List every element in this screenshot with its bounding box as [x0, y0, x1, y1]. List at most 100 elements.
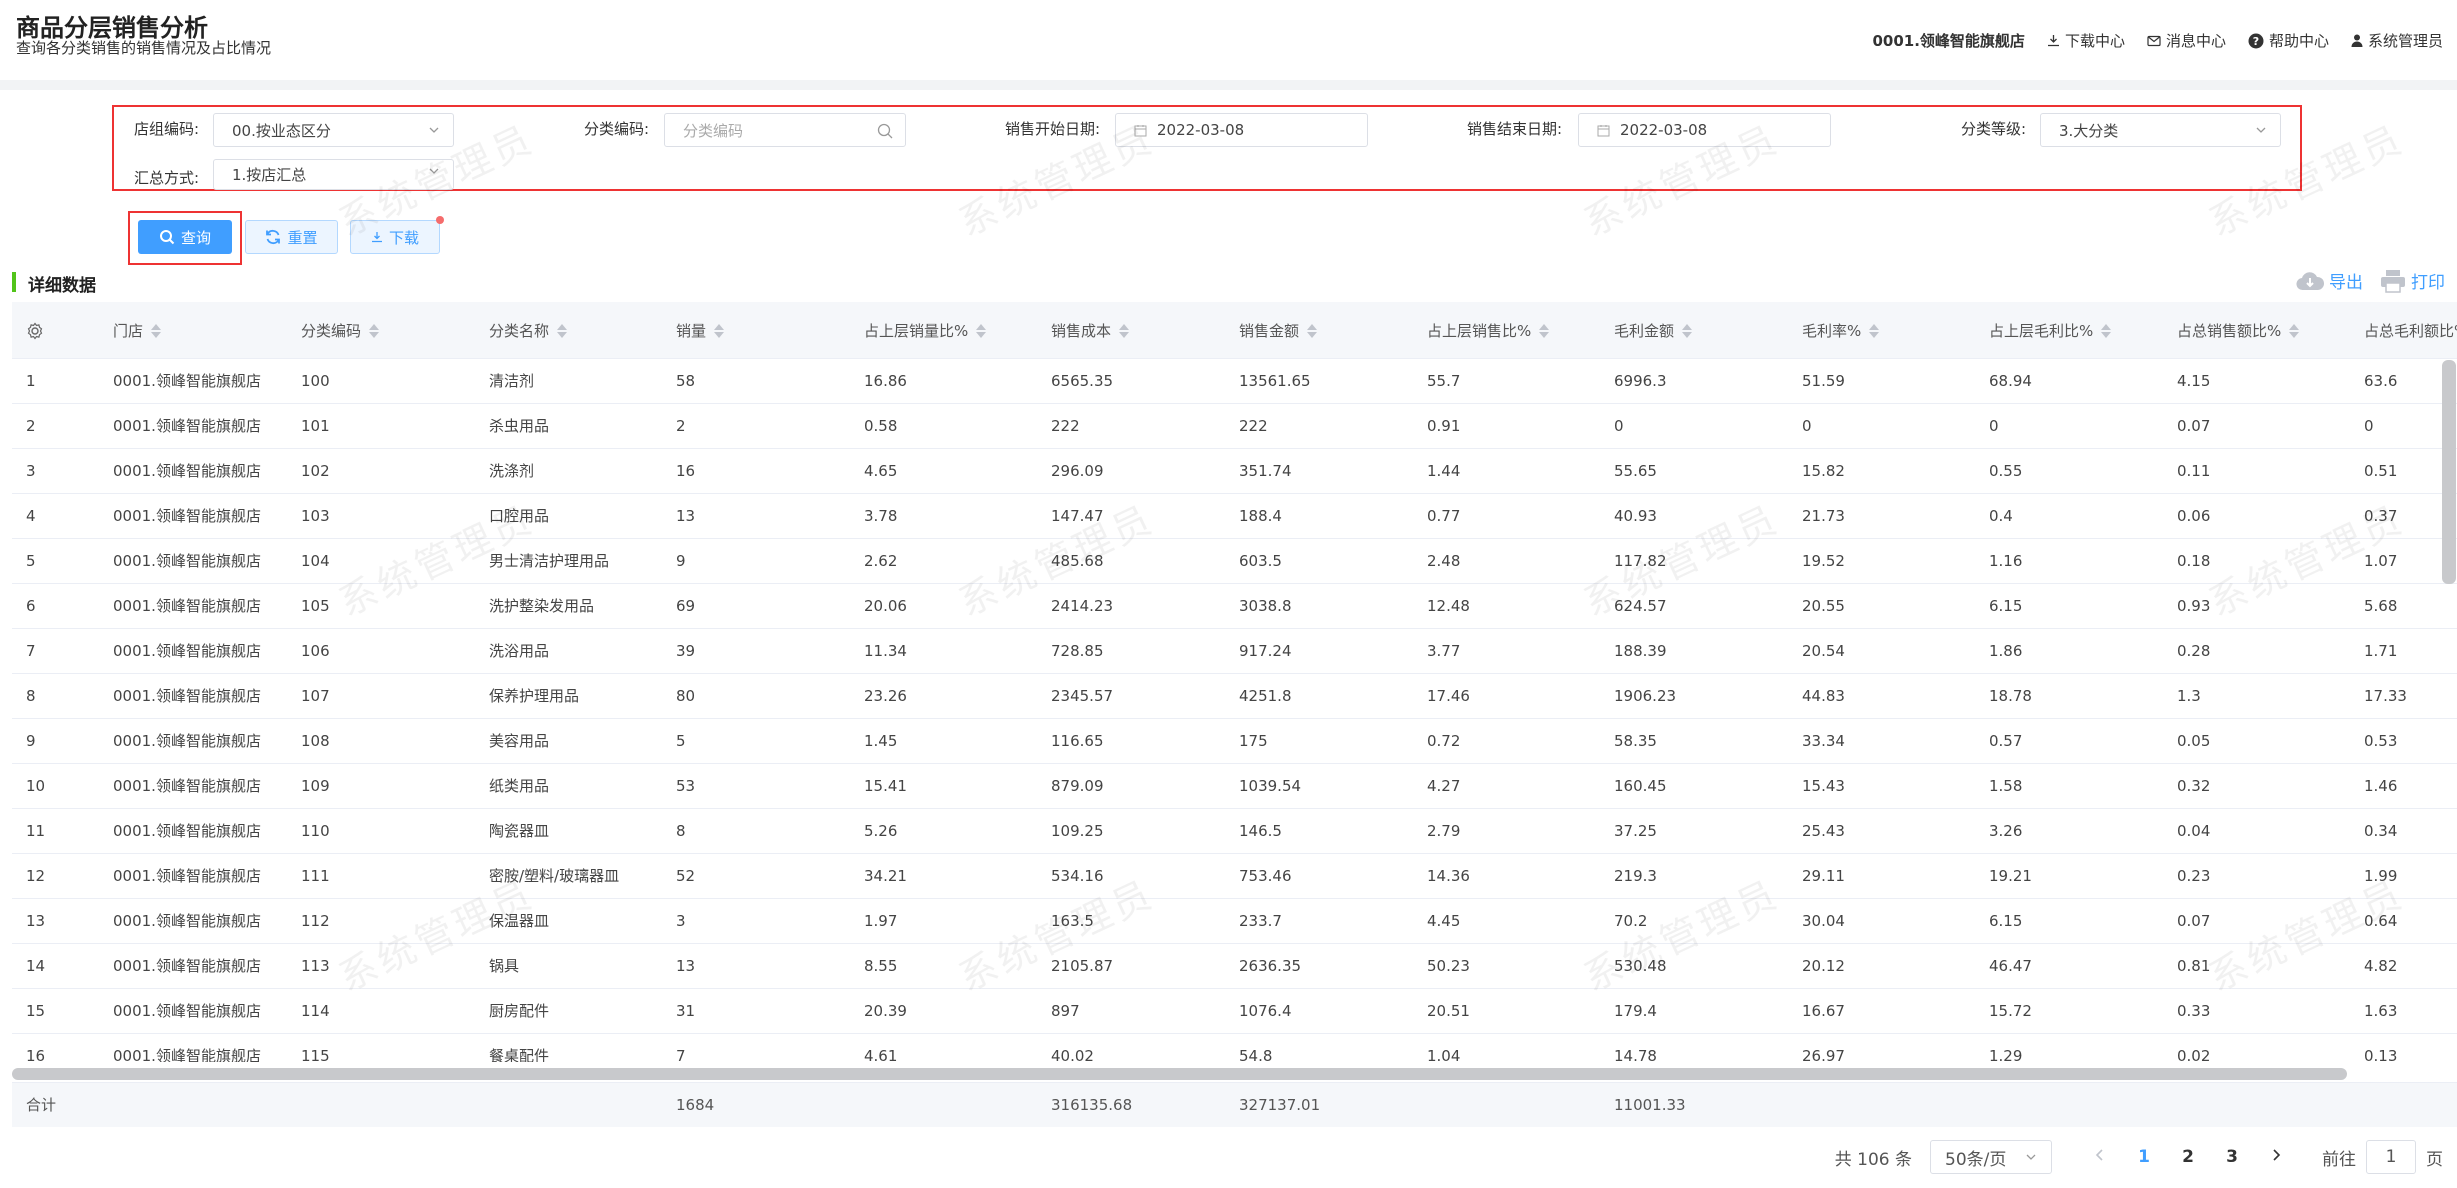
export-button[interactable]: 导出 — [2295, 268, 2363, 293]
column-header-label: 门店 — [113, 322, 144, 340]
sort-icon[interactable] — [557, 323, 568, 338]
table-cell: 14.78 — [1614, 1047, 1657, 1062]
table-row[interactable]: 2 0001.领峰智能旗舰店 101 杀虫用品 2 0.58 222 222 0.91 0 0 0 0.… — [12, 404, 2457, 449]
table-cell: 4251.8 — [1239, 687, 1292, 705]
goto-page-input[interactable]: 1 — [2366, 1140, 2416, 1174]
table-cell: 897 — [1051, 1002, 1080, 1020]
table-row[interactable]: 6 0001.领峰智能旗舰店 105 洗护整染发用品 69 20.06 2414.23 303… — [12, 584, 2457, 629]
sort-icon[interactable] — [1869, 323, 1880, 338]
column-header[interactable]: 占总销售额比% — [2177, 302, 2300, 359]
sort-icon[interactable] — [151, 323, 162, 338]
sort-icon[interactable] — [976, 323, 987, 338]
table-cell: 219.3 — [1614, 867, 1657, 885]
message-center-link[interactable]: 消息中心 — [2147, 30, 2226, 51]
column-header[interactable]: 销售金额 — [1239, 302, 1318, 359]
table-row[interactable]: 12 0001.领峰智能旗舰店 111 密胺/塑料/玻璃器皿 52 34.21 534.16… — [12, 854, 2457, 899]
column-header[interactable]: 分类编码 — [301, 302, 380, 359]
table-row[interactable]: 5 0001.领峰智能旗舰店 104 男士清洁护理用品 9 2.62 485.68 603.5… — [12, 539, 2457, 584]
sort-icon[interactable] — [2289, 323, 2300, 338]
table-row[interactable]: 7 0001.领峰智能旗舰店 106 洗浴用品 39 11.34 728.85 917.24 3… — [12, 629, 2457, 674]
table-row[interactable]: 15 0001.领峰智能旗舰店 114 厨房配件 31 20.39 897 1076.4 20.… — [12, 989, 2457, 1034]
store-group-select[interactable]: 00.按业态区分 — [213, 113, 454, 147]
table-cell: 0.51 — [2364, 462, 2398, 480]
category-level-value: 3.大分类 — [2059, 121, 2119, 140]
user-menu[interactable]: 系统管理员 — [2351, 30, 2443, 51]
next-page-button[interactable] — [2254, 1147, 2298, 1167]
start-date-picker[interactable]: 2022-03-08 — [1115, 113, 1368, 147]
category-code-input[interactable]: 分类编码 — [664, 113, 906, 147]
sort-icon[interactable] — [369, 323, 380, 338]
table-cell: 0001.领峰智能旗舰店 — [113, 1002, 261, 1020]
row-index: 13 — [26, 912, 46, 930]
column-header[interactable]: 占总毛利额比% — [2364, 302, 2457, 359]
end-date-picker[interactable]: 2022-03-08 — [1578, 113, 1831, 147]
horizontal-scrollbar[interactable] — [12, 1068, 2347, 1080]
table-cell: 1.44 — [1427, 462, 1461, 480]
table-row[interactable]: 16 0001.领峰智能旗舰店 115 餐桌配件 7 4.61 40.02 54.8 1.04 1… — [12, 1034, 2457, 1062]
column-header[interactable]: 占上层毛利比% — [1989, 302, 2112, 359]
table-row[interactable]: 4 0001.领峰智能旗舰店 103 口腔用品 13 3.78 147.47 188.4 0.7… — [12, 494, 2457, 539]
table-cell: 5.26 — [864, 822, 898, 840]
sort-icon[interactable] — [1539, 323, 1550, 338]
table-row[interactable]: 13 0001.领峰智能旗舰店 112 保温器皿 3 1.97 163.5 233.7 4.45… — [12, 899, 2457, 944]
print-label: 打印 — [2411, 273, 2445, 293]
table-cell: 112 — [301, 912, 330, 930]
current-store[interactable]: 0001.领峰智能旗舰店 — [1872, 32, 2025, 50]
table-row[interactable]: 3 0001.领峰智能旗舰店 102 洗涤剂 16 4.65 296.09 351.74 1.4… — [12, 449, 2457, 494]
table-cell: 13 — [676, 507, 696, 525]
table-row[interactable]: 11 0001.领峰智能旗舰店 110 陶瓷器皿 8 5.26 109.25 146.5 2.7… — [12, 809, 2457, 854]
download-center-link[interactable]: 下载中心 — [2047, 30, 2125, 51]
table-row[interactable]: 14 0001.领峰智能旗舰店 113 锅具 13 8.55 2105.87 2636.35 5… — [12, 944, 2457, 989]
table-cell: 115 — [301, 1047, 330, 1062]
sort-icon[interactable] — [714, 323, 725, 338]
table-row[interactable]: 1 0001.领峰智能旗舰店 100 清洁剂 58 16.86 6565.35 13561.6… — [12, 359, 2457, 404]
sort-icon[interactable] — [2101, 323, 2112, 338]
page-number-button[interactable]: 2 — [2182, 1147, 2194, 1167]
column-header[interactable]: 销售成本 — [1051, 302, 1130, 359]
row-index: 5 — [26, 552, 36, 570]
column-header[interactable]: 门店 — [113, 302, 162, 359]
column-header[interactable]: 分类名称 — [489, 302, 568, 359]
query-button[interactable]: 查询 — [138, 220, 232, 254]
page-number-button[interactable]: 1 — [2138, 1147, 2150, 1167]
vertical-scrollbar[interactable] — [2442, 360, 2456, 584]
store-group-value: 00.按业态区分 — [232, 121, 331, 140]
help-center-link[interactable]: ? 帮助中心 — [2248, 30, 2329, 51]
table-cell: 19.21 — [1989, 867, 2032, 885]
sort-icon[interactable] — [1682, 323, 1693, 338]
column-header[interactable]: 毛利率% — [1802, 302, 1880, 359]
column-settings-button[interactable] — [26, 302, 44, 359]
reset-button[interactable]: 重置 — [245, 220, 338, 254]
table-cell: 534.16 — [1051, 867, 1104, 885]
table-cell: 锅具 — [489, 957, 520, 975]
table-cell: 20.55 — [1802, 597, 1845, 615]
table-cell: 188.4 — [1239, 507, 1282, 525]
category-level-select[interactable]: 3.大分类 — [2040, 113, 2281, 147]
table-row[interactable]: 9 0001.领峰智能旗舰店 108 美容用品 5 1.45 116.65 175 0.72 58… — [12, 719, 2457, 764]
table-cell: 63.6 — [2364, 372, 2398, 390]
table-cell: 58.35 — [1614, 732, 1657, 750]
table-cell: 351.74 — [1239, 462, 1292, 480]
row-index: 1 — [26, 372, 36, 390]
table-cell: 0001.领峰智能旗舰店 — [113, 552, 261, 570]
page-size-select[interactable]: 50条/页 — [1930, 1140, 2052, 1174]
page-number-button[interactable]: 3 — [2226, 1147, 2238, 1167]
table-row[interactable]: 10 0001.领峰智能旗舰店 109 纸类用品 53 15.41 879.09 1039.5… — [12, 764, 2457, 809]
printer-icon — [2381, 269, 2405, 293]
column-header[interactable]: 占上层销售比% — [1427, 302, 1550, 359]
summary-method-select[interactable]: 1.按店汇总 — [213, 159, 454, 190]
table-row[interactable]: 8 0001.领峰智能旗舰店 107 保养护理用品 80 23.26 2345.57 4251… — [12, 674, 2457, 719]
column-header[interactable]: 销量 — [676, 302, 725, 359]
section-accent-bar — [12, 272, 16, 292]
table-cell: 14.36 — [1427, 867, 1470, 885]
table-cell: 25.43 — [1802, 822, 1845, 840]
sort-icon[interactable] — [1119, 323, 1130, 338]
column-header[interactable]: 占上层销量比% — [864, 302, 987, 359]
table-cell: 7 — [676, 1047, 686, 1062]
prev-page-button[interactable] — [2078, 1147, 2122, 1167]
sort-icon[interactable] — [1307, 323, 1318, 338]
table-cell: 1906.23 — [1614, 687, 1677, 705]
print-button[interactable]: 打印 — [2379, 268, 2445, 293]
column-header[interactable]: 毛利金额 — [1614, 302, 1693, 359]
download-button[interactable]: 下载 — [350, 220, 440, 254]
